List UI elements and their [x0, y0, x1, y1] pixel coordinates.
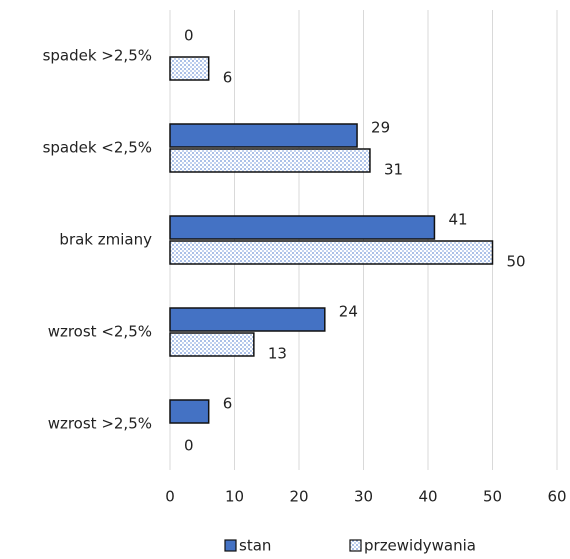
data-label: 50 [507, 253, 526, 271]
bar [169, 332, 255, 357]
bar [169, 307, 326, 332]
bar [169, 56, 210, 81]
bar [169, 240, 494, 265]
data-label: 31 [384, 161, 403, 179]
legend-label: stan [239, 537, 271, 555]
x-tick-label: 20 [289, 488, 308, 506]
data-label: 13 [268, 345, 287, 363]
bar [169, 123, 358, 148]
x-tick-label: 50 [483, 488, 502, 506]
legend-swatch [349, 539, 362, 552]
x-tick-label: 40 [418, 488, 437, 506]
x-tick-label: 60 [547, 488, 566, 506]
y-tick-label: wzrost >2,5% [48, 415, 152, 433]
data-label: 29 [371, 119, 390, 137]
data-label: 6 [223, 395, 233, 413]
x-tick-label: 10 [225, 488, 244, 506]
data-label: 0 [184, 437, 194, 455]
bar [169, 399, 210, 424]
legend-label: przewidywania [364, 537, 476, 555]
data-label: 41 [448, 211, 467, 229]
data-label: 24 [339, 303, 358, 321]
x-tick-label: 0 [165, 488, 175, 506]
y-tick-label: spadek >2,5% [43, 47, 152, 65]
y-tick-label: brak zmiany [59, 231, 152, 249]
legend-swatch [224, 539, 237, 552]
data-label: 0 [184, 27, 194, 45]
y-tick-label: spadek <2,5% [43, 139, 152, 157]
x-tick-label: 30 [354, 488, 373, 506]
bar [169, 215, 436, 240]
data-label: 6 [223, 69, 233, 87]
bar [169, 148, 371, 173]
y-tick-label: wzrost <2,5% [48, 323, 152, 341]
